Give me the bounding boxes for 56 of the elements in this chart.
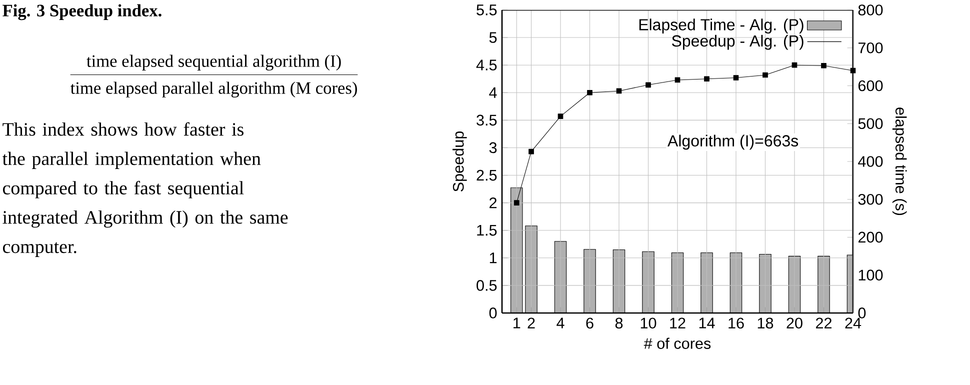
x-tick-label: 8 [615,318,623,329]
y2-tick-label: 400 [858,156,883,167]
point [558,114,564,119]
x-tick-label: 1 [514,318,520,328]
x-tick-label: 10 [640,318,656,329]
y2-tick-label: 100 [858,270,883,281]
x-tick-label: 4 [556,318,564,328]
x-tick-label: 16 [728,318,744,329]
x-axis-title: # of cores [644,338,711,349]
y-tick-label: 0 [489,308,497,318]
y2-tick-label: 0 [858,308,866,318]
point [762,72,768,78]
point [850,68,856,74]
point [646,82,651,88]
y-tick-label: 2.5 [476,170,497,181]
x-tick-label: 12 [670,318,686,328]
y2-tick-label: 200 [858,232,883,243]
text: time elapsed sequential algorithm (I) [86,54,341,71]
point [587,90,592,96]
y-tick-label: 4.5 [476,60,497,70]
x-tick-label: 18 [758,318,774,329]
x-tick-label: 20 [786,318,802,329]
y-tick-label: 5.5 [476,4,497,16]
y2-tick-label: 300 [858,194,883,205]
y-tick-label: 0.5 [476,280,497,291]
y-tick-label: 4 [489,87,497,98]
y-tick-label: 5 [489,32,497,43]
point [704,76,710,82]
x-tick-label: 2 [528,318,535,328]
y-tick-label: 2 [490,197,497,208]
text: This index shows how faster is the parallel implementation when compared to the fast sequential integrated Algorithm (I) on the same computer. [2,122,288,257]
annotation: Algorithm (I)=663s [668,134,798,150]
x-tick-label: 14 [699,318,715,328]
point [514,200,520,206]
legend-label: Speedup - Alg. (P) [672,34,804,50]
y-axis-title: Speedup [452,131,467,192]
y2-tick-label: 600 [858,80,883,92]
point [821,62,826,68]
y-tick-label: 1.5 [477,225,497,236]
y2-tick-label: 500 [858,118,883,130]
point [674,77,680,83]
point [733,75,739,80]
x-tick-label: 22 [816,318,832,328]
text: time elapsed parallel algorithm (M cores) [70,82,357,98]
y-tick-label: 1 [490,252,497,264]
point [528,148,534,154]
x-tick-label: 24 [845,318,862,328]
y2-tick-label: 800 [858,4,883,16]
y2-tick-label: 700 [858,42,883,54]
caption: Fig. 3 Speedup index. [2,4,162,20]
legend-label: Elapsed Time - Alg. (P) [639,18,804,34]
y2-axis-title: elapsed time (s) [892,108,907,216]
x-tick-label: 6 [586,318,594,329]
point [792,62,798,68]
y-tick-label: 3 [489,142,497,154]
y-tick-label: 3.5 [476,114,497,126]
